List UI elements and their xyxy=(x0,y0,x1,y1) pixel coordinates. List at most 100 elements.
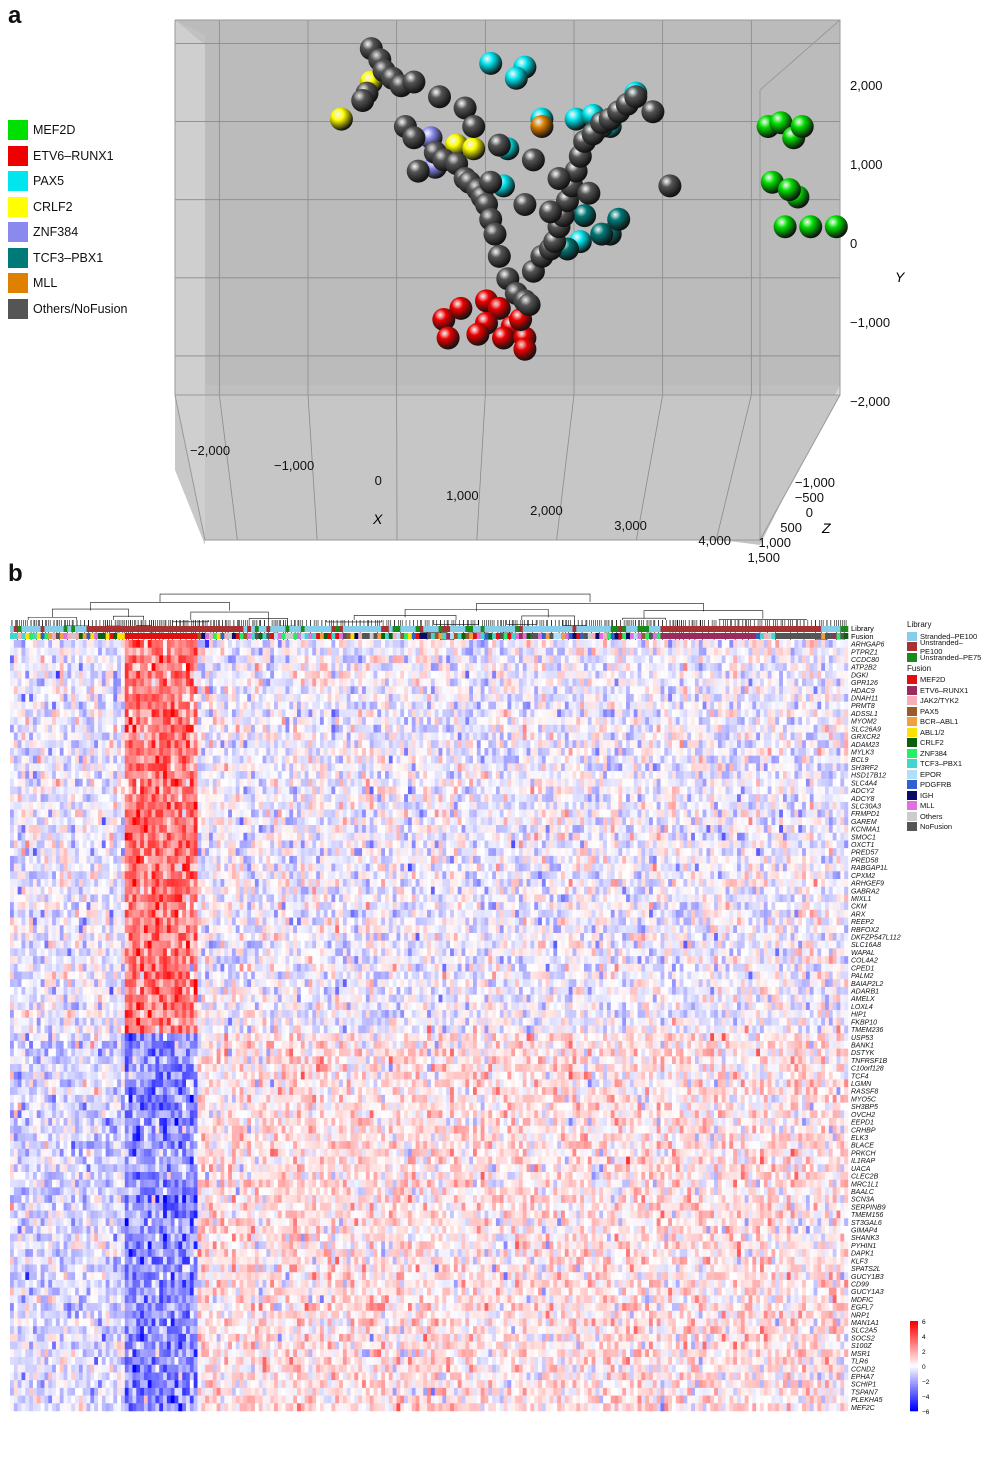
heatmap-cell xyxy=(201,724,206,733)
legend-item: TCF3–PBX1 xyxy=(8,246,127,270)
heatmap-cell xyxy=(136,763,141,772)
heatmap-cell xyxy=(151,647,156,656)
heatmap-cell xyxy=(828,647,833,656)
library-track-cell xyxy=(538,626,543,632)
heatmap-cell xyxy=(407,670,413,679)
heatmap-cell xyxy=(740,655,745,664)
heatmap-cell xyxy=(687,709,692,718)
scatter-point xyxy=(624,85,648,109)
library-track-cell xyxy=(511,626,516,632)
heatmap-cell xyxy=(136,717,141,726)
heatmap-cell xyxy=(400,670,405,679)
heatmap-cell xyxy=(457,763,462,772)
heatmap-cell xyxy=(285,663,290,672)
heatmap-cell xyxy=(771,678,776,687)
heatmap-cell xyxy=(503,724,508,733)
heatmap-cell xyxy=(71,678,76,687)
heatmap-cell xyxy=(763,732,768,741)
heatmap-cell xyxy=(243,755,248,764)
heatmap-cell xyxy=(71,763,76,772)
heatmap-cell xyxy=(825,663,830,672)
heatmap-cell xyxy=(606,740,612,749)
fusion-track-cell xyxy=(744,633,749,639)
heatmap-cell xyxy=(48,663,53,672)
heatmap-cell xyxy=(675,647,680,656)
heatmap-cell xyxy=(193,724,198,733)
heatmap-cell xyxy=(105,778,110,787)
fusion-track-cell xyxy=(415,633,420,639)
heatmap-cell xyxy=(251,670,256,679)
heatmap-cell xyxy=(541,732,546,741)
heatmap-cell xyxy=(243,709,248,718)
fusion-track-cell xyxy=(75,633,80,639)
fusion-track-cell xyxy=(763,633,768,639)
fusion-track-cell xyxy=(78,633,84,639)
heatmap-cell xyxy=(304,732,309,741)
heatmap-cell xyxy=(457,717,462,726)
heatmap-cells xyxy=(10,640,849,1412)
heatmap-cell xyxy=(430,647,435,656)
heatmap-cell xyxy=(304,709,309,718)
library-track-cell xyxy=(388,626,393,632)
heatmap-cell xyxy=(212,686,217,695)
heatmap-cell xyxy=(117,732,122,741)
heatmap-cell xyxy=(186,678,191,687)
heatmap-cell xyxy=(411,686,416,695)
heatmap-cell xyxy=(224,655,229,664)
heatmap-cell xyxy=(82,724,87,733)
heatmap-cell xyxy=(568,724,573,733)
heatmap-cell xyxy=(143,663,149,672)
heatmap-cell xyxy=(637,693,642,702)
fusion-track-cell xyxy=(756,633,761,639)
heatmap-cell xyxy=(71,732,76,741)
library-track-cell xyxy=(756,626,761,632)
library-track-cell xyxy=(128,626,133,632)
heatmap-cell xyxy=(568,640,573,648)
heatmap-cell xyxy=(710,740,715,749)
heatmap-cell xyxy=(614,747,619,756)
heatmap-cell xyxy=(296,647,302,656)
heatmap-cell xyxy=(362,670,367,679)
fusion-track-cell xyxy=(231,633,237,639)
heatmap-cell xyxy=(434,740,439,749)
heatmap-cell xyxy=(44,663,49,672)
heatmap-cell xyxy=(251,747,256,756)
heatmap-cell xyxy=(561,709,566,718)
heatmap-cell xyxy=(832,693,837,702)
heatmap-cell xyxy=(346,709,351,718)
heatmap-cell xyxy=(442,693,447,702)
library-track-cell xyxy=(813,626,818,632)
heatmap-cell xyxy=(147,678,152,687)
heatmap-cell xyxy=(576,663,581,672)
heatmap-cell xyxy=(756,647,761,656)
heatmap-cell xyxy=(576,670,581,679)
heatmap-cell xyxy=(101,755,106,764)
heatmap-cell xyxy=(147,701,152,710)
heatmap-cell xyxy=(756,755,761,764)
heatmap-cell xyxy=(587,717,592,726)
heatmap-cell xyxy=(105,709,110,718)
fusion-track-cell xyxy=(518,633,524,639)
heatmap-cell xyxy=(90,771,95,780)
heatmap-cell xyxy=(668,763,673,772)
heatmap-cell xyxy=(541,724,546,733)
heatmap-cell xyxy=(813,686,818,695)
heatmap-cell xyxy=(308,732,313,741)
heatmap-cell xyxy=(430,740,435,749)
heatmap-cell xyxy=(75,686,80,695)
fusion-track-cell xyxy=(442,633,447,639)
scatter-point xyxy=(658,174,682,198)
fusion-track-cell xyxy=(587,633,592,639)
heatmap-cell xyxy=(599,717,604,726)
heatmap-cell xyxy=(193,740,198,749)
heatmap-cell xyxy=(668,755,673,764)
heatmap-cell xyxy=(63,717,68,726)
heatmap-cell xyxy=(228,763,233,772)
fusion-track-cell xyxy=(446,633,451,639)
heatmap-cell xyxy=(32,747,38,756)
heatmap-cell xyxy=(469,771,474,780)
heatmap-cell xyxy=(430,763,435,772)
heatmap-cell xyxy=(296,678,302,687)
heatmap-cell xyxy=(262,686,267,695)
heatmap-cell xyxy=(197,778,202,787)
